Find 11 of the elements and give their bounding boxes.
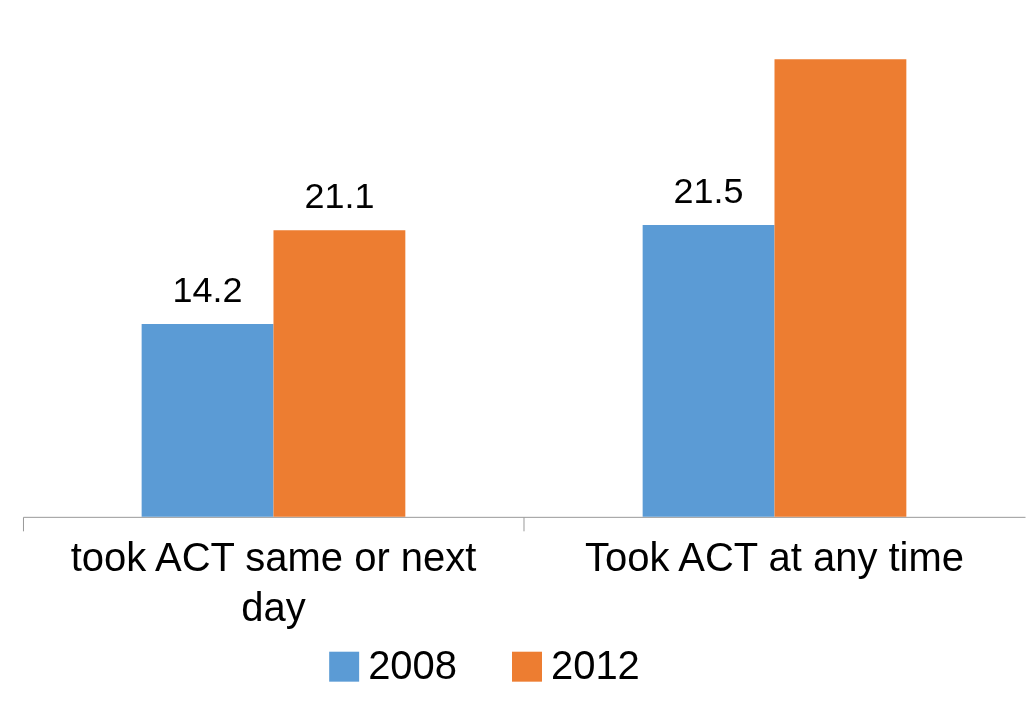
bar [774,59,907,517]
legend-label: 2012 [550,642,640,687]
x-tick-label: Took ACT at any time [585,535,964,580]
x-tick-label: took ACT same or next day [70,535,477,630]
data-label: 14.2 [172,269,243,311]
bar [141,324,274,517]
legend-label: 2008 [368,642,458,687]
bar [273,230,406,517]
data-label: 21.5 [673,169,744,211]
bar [642,224,775,517]
data-label: 21.1 [304,175,375,217]
